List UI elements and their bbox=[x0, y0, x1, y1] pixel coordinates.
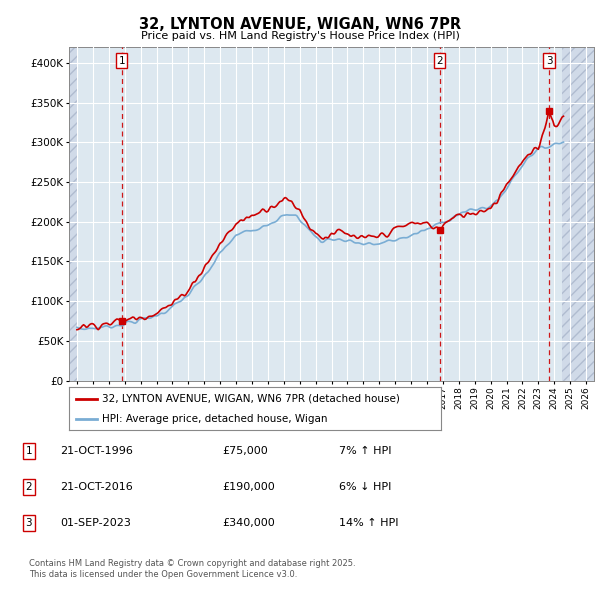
Text: 3: 3 bbox=[545, 55, 552, 65]
Text: 21-OCT-2016: 21-OCT-2016 bbox=[60, 482, 133, 491]
Text: 01-SEP-2023: 01-SEP-2023 bbox=[60, 519, 131, 528]
Text: Contains HM Land Registry data © Crown copyright and database right 2025.
This d: Contains HM Land Registry data © Crown c… bbox=[29, 559, 355, 579]
Text: 32, LYNTON AVENUE, WIGAN, WN6 7PR (detached house): 32, LYNTON AVENUE, WIGAN, WN6 7PR (detac… bbox=[103, 394, 400, 404]
Text: 21-OCT-1996: 21-OCT-1996 bbox=[60, 447, 133, 456]
Text: £340,000: £340,000 bbox=[222, 519, 275, 528]
Text: 1: 1 bbox=[25, 447, 32, 456]
Text: 1: 1 bbox=[118, 55, 125, 65]
Text: 14% ↑ HPI: 14% ↑ HPI bbox=[339, 519, 398, 528]
Text: 6% ↓ HPI: 6% ↓ HPI bbox=[339, 482, 391, 491]
Text: 2: 2 bbox=[25, 482, 32, 491]
Text: £75,000: £75,000 bbox=[222, 447, 268, 456]
Text: Price paid vs. HM Land Registry's House Price Index (HPI): Price paid vs. HM Land Registry's House … bbox=[140, 31, 460, 41]
Text: 3: 3 bbox=[25, 519, 32, 528]
Text: 32, LYNTON AVENUE, WIGAN, WN6 7PR: 32, LYNTON AVENUE, WIGAN, WN6 7PR bbox=[139, 17, 461, 32]
Text: 7% ↑ HPI: 7% ↑ HPI bbox=[339, 447, 391, 456]
Text: 2: 2 bbox=[437, 55, 443, 65]
Text: HPI: Average price, detached house, Wigan: HPI: Average price, detached house, Wiga… bbox=[103, 414, 328, 424]
Text: £190,000: £190,000 bbox=[222, 482, 275, 491]
